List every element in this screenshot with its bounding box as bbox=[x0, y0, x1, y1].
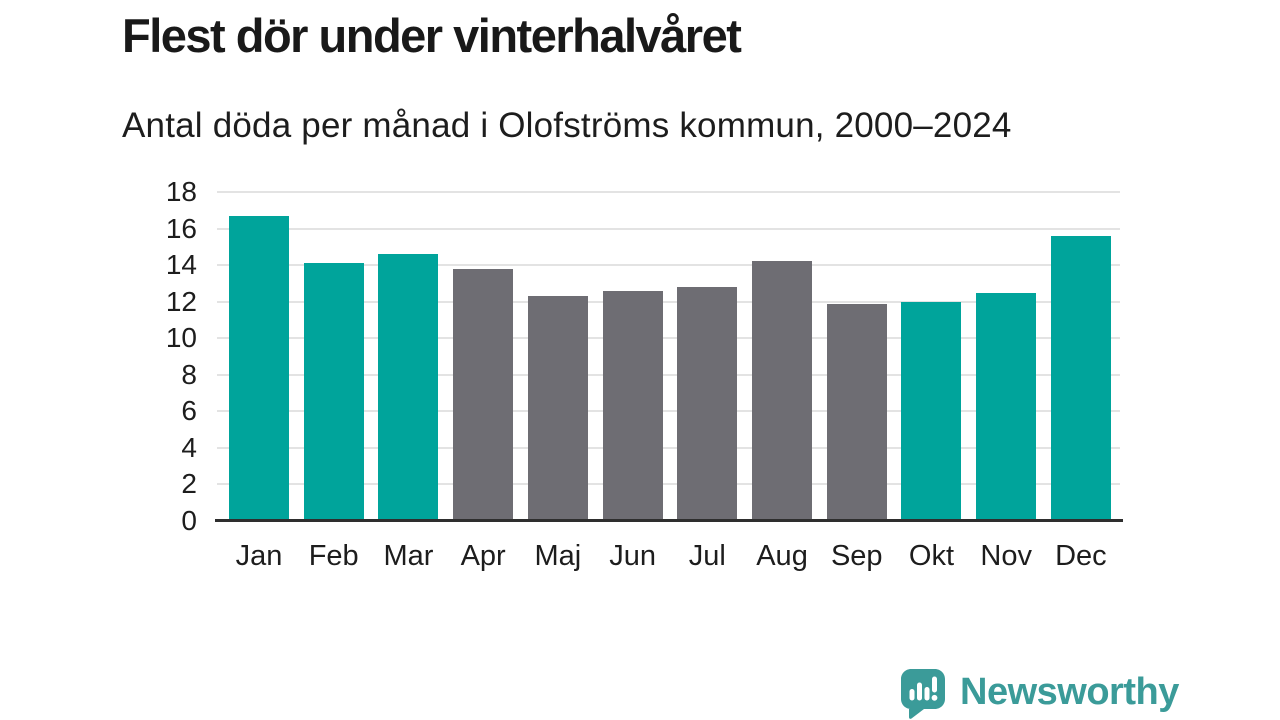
y-tick-label-14: 14 bbox=[165, 249, 197, 281]
plot-area bbox=[217, 191, 1120, 521]
x-tick-label-aug: Aug bbox=[756, 540, 808, 572]
x-axis-line bbox=[215, 519, 1123, 522]
y-tick-label-6: 6 bbox=[181, 395, 197, 427]
newsworthy-logo: Newsworthy bbox=[897, 666, 1179, 719]
x-tick-label-maj: Maj bbox=[534, 540, 582, 572]
logo-exclamation-dot bbox=[931, 694, 938, 701]
bar-jul bbox=[677, 287, 738, 521]
y-tick-label-16: 16 bbox=[165, 212, 197, 244]
gridline-10 bbox=[217, 337, 1120, 340]
gridline-12 bbox=[217, 300, 1120, 303]
bar-dec bbox=[1050, 235, 1111, 521]
bar-jan bbox=[229, 215, 289, 521]
bar-feb bbox=[303, 263, 364, 521]
y-axis: 0 2 4 6 8 10 12 14 16 18 bbox=[100, 178, 197, 535]
logo-bar-1 bbox=[909, 689, 915, 701]
bar-apr bbox=[453, 268, 514, 521]
y-tick-label-18: 18 bbox=[165, 176, 197, 207]
gridline-4 bbox=[217, 446, 1120, 449]
gridline-16 bbox=[217, 227, 1120, 230]
x-tick-label-jul: Jul bbox=[688, 540, 726, 572]
x-axis: Jan Feb Mar Apr Maj Jun Jul Aug Sep Okt Nov Dec bbox=[217, 540, 1120, 573]
gridline-2 bbox=[217, 483, 1120, 486]
logo-bar-2 bbox=[917, 682, 922, 701]
x-tick-label-okt: Okt bbox=[908, 540, 955, 572]
bars bbox=[217, 192, 1120, 521]
bar-mar bbox=[378, 254, 439, 521]
logo-bar-3 bbox=[924, 687, 930, 701]
newsworthy-wordmark: Newsworthy bbox=[960, 671, 1179, 713]
y-tick-label-2: 2 bbox=[181, 468, 197, 500]
chart-subtitle: Antal döda per månad i Olofströms kommun… bbox=[122, 106, 1012, 145]
logo-exclamation-bar bbox=[932, 676, 937, 693]
speech-bubble-shape bbox=[901, 669, 945, 719]
bar-aug bbox=[752, 261, 813, 521]
gridline-18 bbox=[217, 191, 1120, 193]
x-tick-label-apr: Apr bbox=[460, 540, 506, 572]
y-tick-label-4: 4 bbox=[181, 431, 197, 463]
x-tick-label-jan: Jan bbox=[235, 540, 283, 572]
x-tick-label-mar: Mar bbox=[383, 540, 434, 572]
y-tick-label-10: 10 bbox=[165, 322, 197, 354]
chart-title: Flest dör under vinterhalvåret bbox=[122, 9, 742, 62]
gridline-14 bbox=[217, 264, 1120, 267]
bar-nov bbox=[976, 292, 1037, 521]
bar-maj bbox=[527, 296, 588, 521]
newsworthy-speech-bubble-chart-icon bbox=[901, 669, 945, 719]
x-tick-label-sep: Sep bbox=[830, 540, 883, 572]
y-tick-label-0: 0 bbox=[181, 505, 197, 536]
bar-sep bbox=[826, 303, 887, 521]
y-tick-label-12: 12 bbox=[165, 285, 197, 317]
x-tick-label-dec: Dec bbox=[1055, 540, 1107, 572]
x-tick-label-feb: Feb bbox=[308, 540, 359, 572]
gridline-8 bbox=[217, 373, 1120, 376]
bar-okt bbox=[901, 301, 962, 521]
x-tick-label-nov: Nov bbox=[980, 540, 1032, 572]
bar-jun bbox=[602, 290, 663, 521]
y-tick-label-8: 8 bbox=[181, 358, 197, 390]
gridline-6 bbox=[217, 410, 1120, 413]
x-tick-label-jun: Jun bbox=[609, 540, 656, 572]
